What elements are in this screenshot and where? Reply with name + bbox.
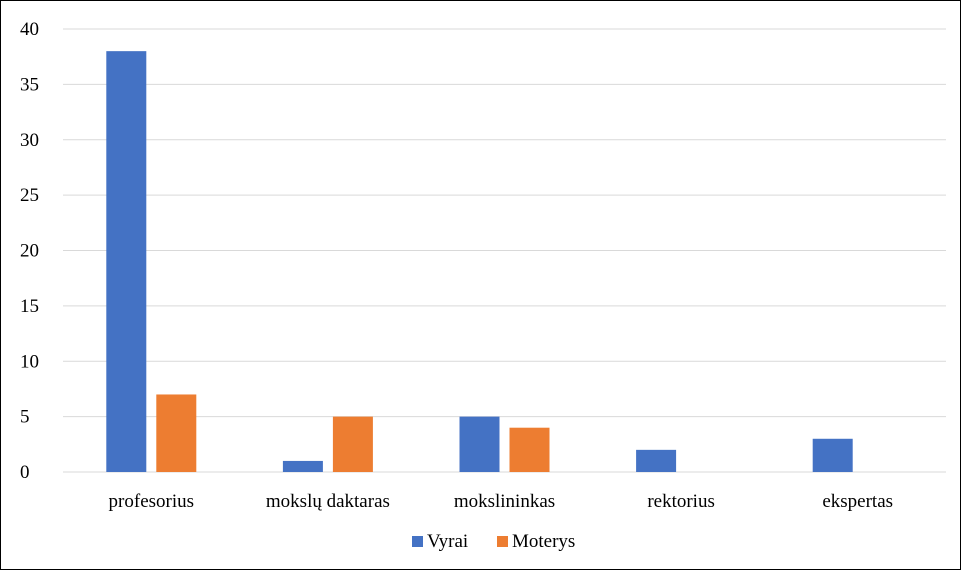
bar-moterys-1 [332,416,373,472]
x-category-label: mokslų daktaras [266,491,390,512]
bars [106,51,853,473]
legend: Vyrai Moterys [412,531,575,552]
gridlines [63,28,946,473]
y-tick-label: 15 [20,296,39,317]
y-tick-label: 35 [20,74,39,95]
y-tick-label: 0 [20,462,30,483]
bar-vyrai-0 [106,51,147,473]
legend-swatch-vyrai [412,536,423,547]
legend-swatch-moterys [497,536,508,547]
y-tick-label: 10 [20,351,39,372]
y-tick-label: 30 [20,130,39,151]
x-axis-labels: profesorius mokslų daktaras mokslininkas re… [109,491,893,512]
y-tick-label: 25 [20,185,39,206]
y-tick-label: 20 [20,241,39,262]
y-tick-label: 5 [20,407,30,428]
bar-vyrai-4 [812,438,853,472]
bar-vyrai-2 [459,416,500,472]
bar-moterys-0 [156,394,197,472]
bar-vyrai-1 [282,460,323,472]
y-tick-label: 40 [20,19,39,40]
legend-label-moterys: Moterys [512,531,575,552]
legend-label-vyrai: Vyrai [427,531,468,552]
bar-moterys-2 [509,427,550,472]
y-axis-ticks: 0 5 10 15 20 25 30 35 40 [20,19,39,483]
bar-vyrai-3 [636,449,677,472]
x-category-label: profesorius [109,491,194,512]
x-category-label: mokslininkas [454,491,555,512]
x-category-label: ekspertas [822,491,893,512]
x-category-label: rektorius [647,491,715,512]
